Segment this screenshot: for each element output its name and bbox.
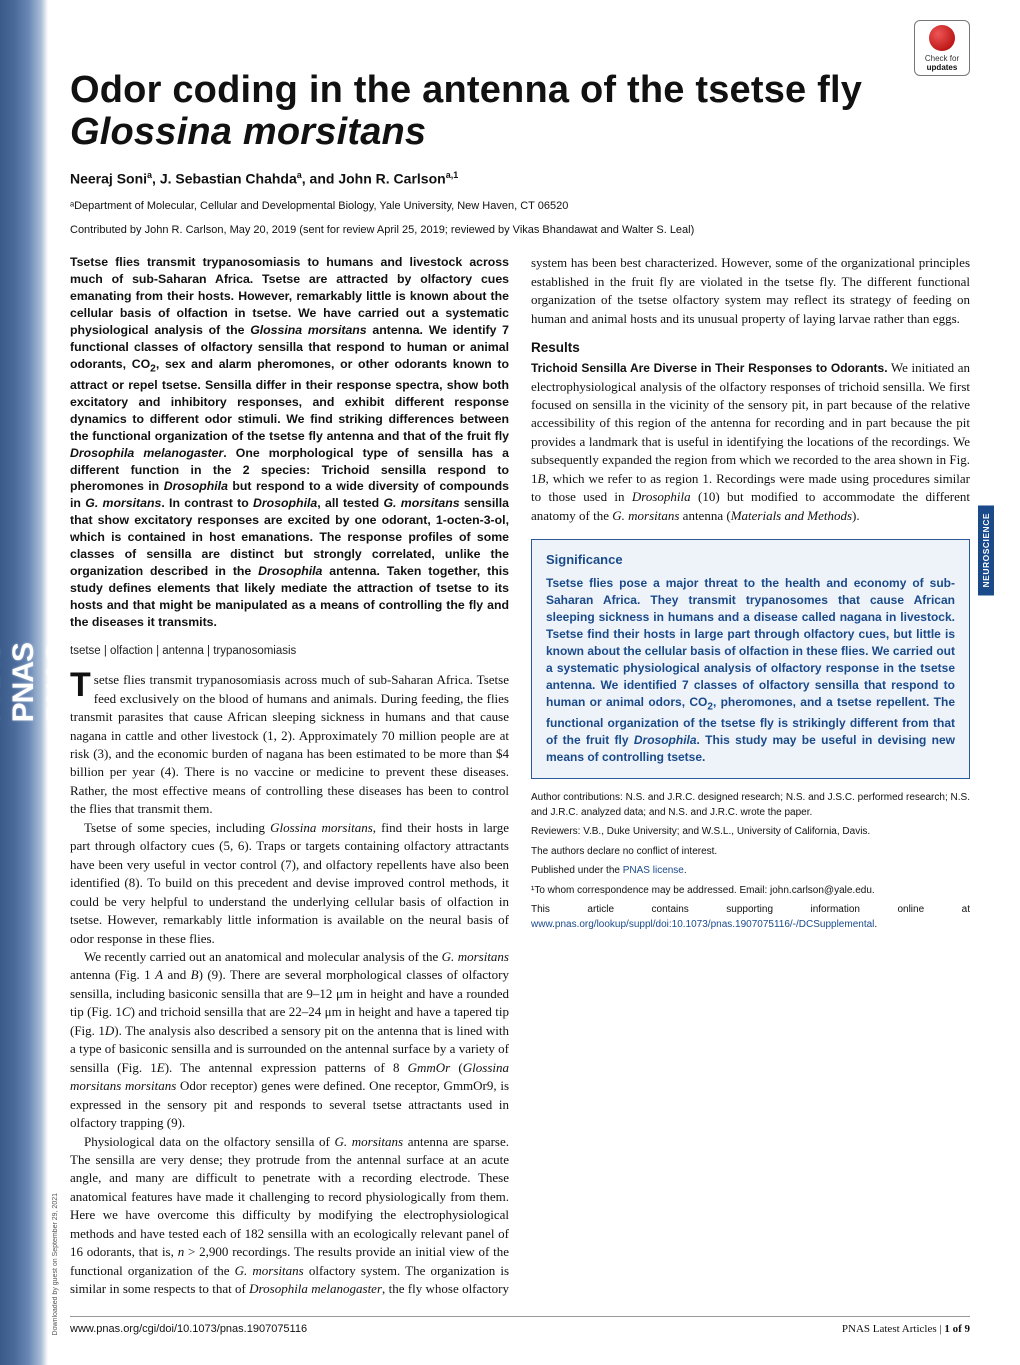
- footer-page: PNAS Latest Articles | 1 of 9: [842, 1323, 970, 1335]
- footnotes: Author contributions: N.S. and J.R.C. de…: [531, 791, 970, 932]
- results-runin: Trichoid Sensilla Are Diverse in Their R…: [531, 361, 888, 375]
- authors: Neeraj Sonia, J. Sebastian Chahdaa, and …: [70, 170, 970, 187]
- two-column-body: Tsetse flies transmit trypanosomiasis to…: [70, 254, 970, 1309]
- abstract: Tsetse flies transmit trypanosomiasis to…: [70, 254, 509, 631]
- significance-body: Tsetse flies pose a major threat to the …: [546, 575, 955, 766]
- results-p1: We initiated an electrophysiological ana…: [531, 360, 970, 523]
- affiliation: ᵃDepartment of Molecular, Cellular and D…: [70, 200, 970, 212]
- fn-license: Published under the PNAS license.: [531, 864, 970, 879]
- pnas-sidebar: PNASPNASPNAS: [0, 0, 48, 1365]
- fn-reviewers: Reviewers: V.B., Duke University; and W.…: [531, 825, 970, 840]
- title-plain: Odor coding in the antenna of the tsetse…: [70, 69, 862, 111]
- contributed-line: Contributed by John R. Carlson, May 20, …: [70, 224, 970, 236]
- dropcap: T: [70, 671, 94, 700]
- body-p2: Tsetse of some species, including Glossi…: [70, 819, 509, 948]
- results-body: Trichoid Sensilla Are Diverse in Their R…: [531, 359, 970, 525]
- fn-contrib: Author contributions: N.S. and J.R.C. de…: [531, 791, 970, 820]
- page-footer: www.pnas.org/cgi/doi/10.1073/pnas.190707…: [70, 1316, 970, 1335]
- crossmark-icon: [929, 25, 955, 51]
- fn-supplemental: This article contains supporting informa…: [531, 903, 970, 932]
- check-updates-badge[interactable]: Check for updates: [914, 20, 970, 76]
- footer-doi: www.pnas.org/cgi/doi/10.1073/pnas.190707…: [70, 1323, 307, 1335]
- section-tab-neuroscience: NEUROSCIENCE: [978, 505, 994, 595]
- fn-conflict: The authors declare no conflict of inter…: [531, 845, 970, 860]
- badge-line2: updates: [927, 63, 958, 72]
- results-heading: Results: [531, 340, 970, 355]
- supplemental-link[interactable]: www.pnas.org/lookup/suppl/doi:10.1073/pn…: [531, 919, 874, 930]
- keywords: tsetse | olfaction | antenna | trypanoso…: [70, 645, 509, 657]
- pnas-logo-vertical: PNASPNASPNAS: [0, 633, 75, 732]
- fn-correspondence: ¹To whom correspondence may be addressed…: [531, 884, 970, 899]
- body-p3: We recently carried out an anatomical an…: [70, 948, 509, 1133]
- significance-box: Significance Tsetse flies pose a major t…: [531, 539, 970, 779]
- body-p1: setse flies transmit trypanosomiasis acr…: [70, 672, 509, 816]
- page-content: Check for updates Odor coding in the ant…: [70, 30, 970, 1309]
- download-note: Downloaded by guest on September 29, 202…: [52, 1193, 59, 1335]
- article-title: Odor coding in the antenna of the tsetse…: [70, 70, 970, 154]
- body-text-left: Tsetse flies transmit trypanosomiasis ac…: [70, 671, 509, 1132]
- badge-line1: Check for: [925, 54, 959, 63]
- license-link[interactable]: PNAS license: [623, 865, 684, 876]
- significance-title: Significance: [546, 552, 955, 567]
- title-italic: Glossina morsitans: [70, 111, 426, 153]
